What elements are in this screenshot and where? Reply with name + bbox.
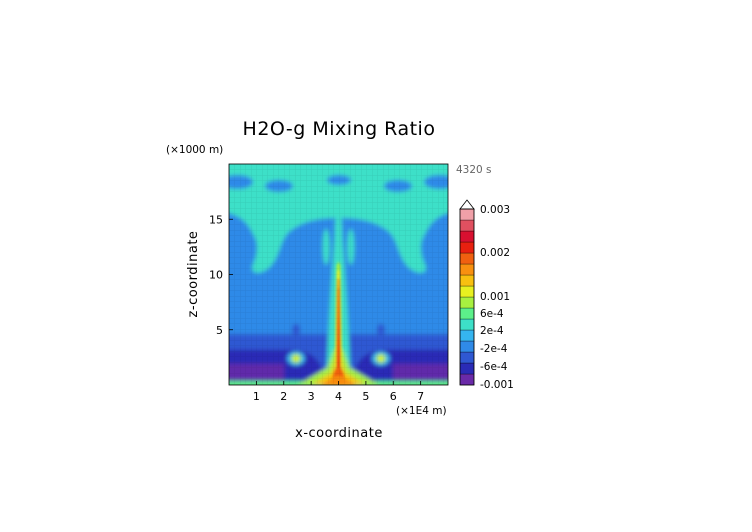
colorbar-swatch	[459, 340, 475, 353]
heatmap-field	[229, 164, 448, 385]
colorbar-label: 0.001	[480, 291, 510, 303]
colorbar-swatch	[459, 351, 475, 364]
colorbar-swatch	[459, 274, 475, 287]
x-tick-label: 7	[417, 390, 424, 403]
field-grid-overlay	[229, 164, 448, 385]
colorbar-label: 0.002	[480, 247, 510, 259]
colorbar-frame	[459, 208, 475, 386]
colorbar-swatch	[459, 252, 475, 265]
colorbar-label: 6e-4	[480, 308, 504, 320]
colorbar-swatch	[459, 219, 475, 232]
colorbar-swatch	[459, 230, 475, 243]
y-tick-label: 15	[209, 213, 223, 226]
x-tick-label: 3	[308, 390, 315, 403]
colorbar-swatch	[459, 362, 475, 375]
colorbar-swatch	[459, 285, 475, 298]
colorbar-label: -6e-4	[480, 361, 508, 373]
colorbar-swatch	[459, 241, 475, 254]
chart-title: H2O-g Mixing Ratio	[243, 118, 436, 140]
y-ticks: 5 10 15	[209, 213, 233, 337]
y-unit-label: (×1000 m)	[166, 144, 223, 156]
colorbar-label: -2e-4	[480, 343, 508, 355]
colorbar-swatch	[459, 208, 475, 221]
colorbar-label: 0.003	[480, 204, 510, 216]
y-axis-label: z-coordinate	[186, 231, 201, 318]
colorbar-swatch	[459, 307, 475, 320]
colorbar-label: 2e-4	[480, 325, 504, 337]
y-tick-label: 5	[216, 324, 223, 337]
time-label: 4320 s	[456, 164, 492, 176]
x-ticks: 1 2 3 4 5 6 7	[253, 381, 424, 403]
x-tick-label: 1	[253, 390, 260, 403]
colorbar-swatch	[459, 373, 475, 386]
colorbar-swatch	[459, 318, 475, 331]
x-tick-label: 4	[335, 390, 342, 403]
colorbar-swatch	[459, 263, 475, 276]
x-tick-label: 2	[280, 390, 287, 403]
x-unit-label: (×1E4 m)	[396, 405, 447, 417]
colorbar-label: -0.001	[480, 379, 514, 391]
x-axis-label: x-coordinate	[295, 426, 383, 441]
colorbar: 0.003 0.002 0.001 6e-4 2e-4 -2e-4 -6e-4 -0.001	[459, 199, 514, 391]
y-tick-label: 10	[209, 269, 223, 282]
x-tick-label: 5	[362, 390, 369, 403]
colorbar-overflow-triangle	[459, 199, 475, 210]
colorbar-swatch	[459, 296, 475, 309]
colorbar-swatch	[459, 329, 475, 342]
x-tick-label: 6	[390, 390, 397, 403]
